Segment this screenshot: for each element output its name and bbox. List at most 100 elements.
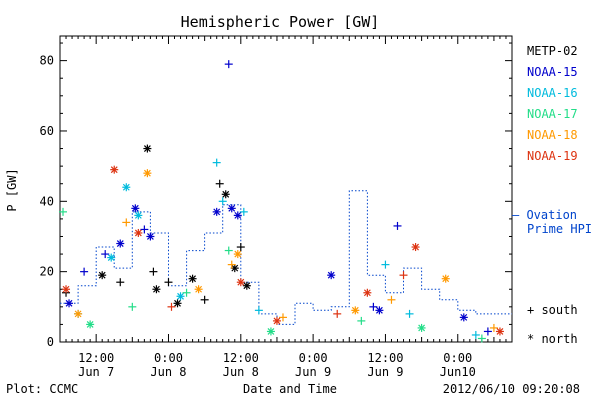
noaa-15-south-marker [483,327,492,336]
noaa-17-south-marker [224,246,233,255]
noaa-17-south-marker [357,316,366,325]
noaa-16-north-marker [122,183,131,192]
legend-noaa-19: NOAA-19 [527,149,578,163]
noaa-15-south-marker [369,302,378,311]
noaa-15-north-marker [65,299,74,308]
metp-02-south-marker [116,278,125,287]
noaa-16-south-marker [254,306,263,315]
noaa-17-north-marker [266,327,275,336]
x-tick-date-label: Jun10 [440,365,476,379]
noaa-18-north-marker [441,274,450,283]
metp-02-south-marker [236,243,245,252]
y-tick-label: 60 [40,124,54,138]
noaa-15-south-marker [80,267,89,276]
noaa-16-north-marker [107,253,116,262]
noaa-19-north-marker [272,316,281,325]
noaa-18-north-marker [233,250,242,259]
metp-02-south-marker [215,179,224,188]
noaa-18-north-marker [143,169,152,178]
noaa-15-south-marker [101,250,110,259]
legend-noaa-15: NOAA-15 [527,65,578,79]
noaa-15-north-marker [131,204,140,213]
noaa-15-north-marker [116,239,125,248]
metp-02-north-marker [152,285,161,294]
metp-02-south-marker [149,267,158,276]
legend-metp-02: METP-02 [527,44,578,58]
x-axis-label: Date and Time [243,382,337,396]
noaa-19-south-marker [167,302,176,311]
noaa-19-north-marker [134,228,143,237]
metp-02-north-marker [173,299,182,308]
noaa-15-north-marker [327,271,336,280]
noaa-15-north-marker [459,313,468,322]
noaa-16-south-marker [471,330,480,339]
plot-credit: Plot: CCMC [6,382,78,396]
x-tick-date-label: Jun 9 [295,365,331,379]
legend-north-marker: * north [527,332,578,346]
noaa-18-north-marker [194,285,203,294]
noaa-19-south-marker [399,271,408,280]
noaa-16-south-marker [218,197,227,206]
noaa-17-south-marker [477,334,486,343]
noaa-16-south-marker [239,207,248,216]
metp-02-north-marker [188,274,197,283]
noaa-19-north-marker [110,165,119,174]
x-tick-label: 0:00 [154,351,183,365]
x-tick-label: 12:00 [367,351,403,365]
legend-noaa-17: NOAA-17 [527,107,578,121]
timestamp: 2012/06/10 09:20:08 [443,382,580,396]
legend-south-marker: + south [527,303,578,317]
x-tick-label: 12:00 [78,351,114,365]
noaa-17-south-marker [182,288,191,297]
metp-02-south-marker [200,295,209,304]
data-markers [59,60,504,343]
x-tick-date-label: Jun 7 [78,365,114,379]
noaa-18-north-marker [351,306,360,315]
noaa-19-south-marker [333,309,342,318]
noaa-15-north-marker [233,211,242,220]
noaa-18-south-marker [227,260,236,269]
ovation-legend-line2: Prime HPI [527,222,592,236]
y-axis-label: P [GW] [5,168,19,211]
metp-02-south-marker [164,278,173,287]
noaa-19-north-marker [411,243,420,252]
x-tick-label: 0:00 [299,351,328,365]
noaa-18-south-marker [278,313,287,322]
noaa-19-north-marker [495,327,504,336]
ovation-prime-hpi-line [60,190,512,325]
noaa-15-south-marker [393,221,402,230]
noaa-17-north-marker [417,323,426,332]
metp-02-north-marker [242,281,251,290]
y-tick-label: 80 [40,54,54,68]
x-tick-date-label: Jun 8 [223,365,259,379]
noaa-15-north-marker [375,306,384,315]
metp-02-north-marker [98,271,107,280]
y-axis: 0 20 40 60 80 [40,42,512,349]
noaa-16-south-marker [212,158,221,167]
noaa-16-north-marker [134,211,143,220]
x-tick-date-label: Jun 9 [367,365,403,379]
noaa-16-south-marker [381,260,390,269]
noaa-18-south-marker [387,295,396,304]
noaa-15-north-marker [146,232,155,241]
ovation-step-path [60,190,512,325]
y-tick-label: 20 [40,265,54,279]
noaa-18-north-marker [74,309,83,318]
legend: METP-02 NOAA-15 NOAA-16 NOAA-17 NOAA-18 NOAA-… [527,44,578,163]
noaa-18-south-marker [489,323,498,332]
chart-title: Hemispheric Power [GW] [181,13,380,31]
noaa-16-south-marker [405,309,414,318]
metp-02-north-marker [230,264,239,273]
noaa-19-north-marker [236,278,245,287]
noaa-16-north-marker [176,292,185,301]
noaa-19-north-marker [62,285,71,294]
metp-02-north-marker [221,190,230,199]
noaa-17-north-marker [86,320,95,329]
ovation-legend-line1: — Ovation [512,208,577,222]
noaa-17-south-marker [128,302,137,311]
noaa-19-north-marker [363,288,372,297]
noaa-18-south-marker [122,218,131,227]
noaa-15-north-marker [212,207,221,216]
